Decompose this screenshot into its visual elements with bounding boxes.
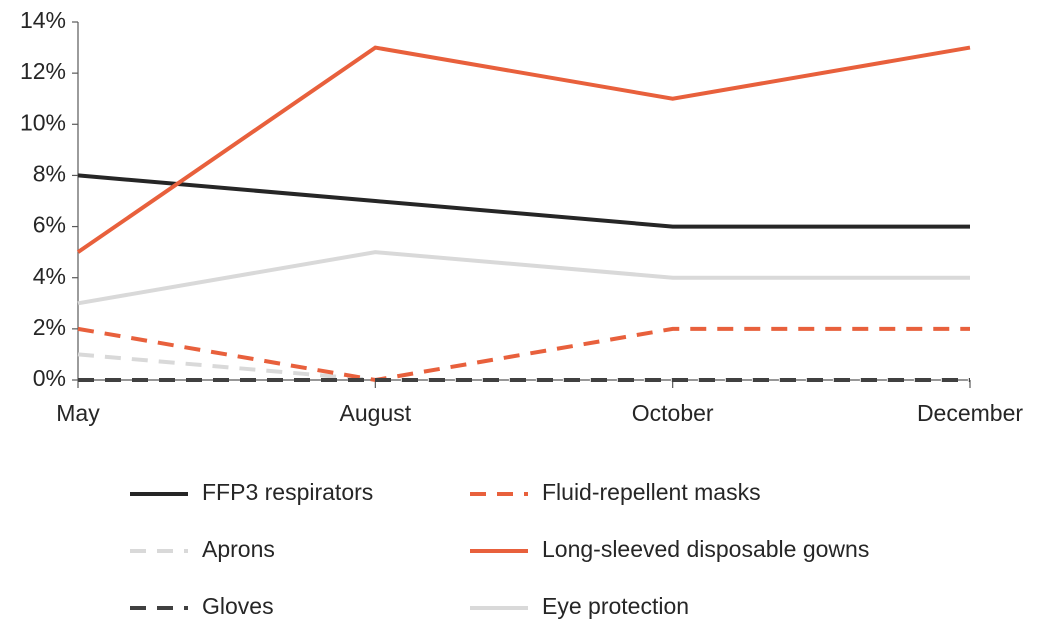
legend-label: Aprons [202, 536, 275, 562]
legend-label: Fluid-repellent masks [542, 479, 761, 505]
legend-label: Eye protection [542, 593, 689, 619]
y-tick-label: 0% [33, 365, 66, 391]
series-line [77, 173, 970, 229]
series-line [77, 326, 970, 383]
x-tick-label: October [632, 400, 714, 426]
y-tick-label: 6% [33, 212, 66, 238]
series-line [76, 45, 971, 254]
legend-label: Long-sleeved disposable gowns [542, 536, 869, 562]
x-tick-label: May [56, 400, 100, 426]
legend-label: Gloves [202, 593, 274, 619]
x-tick-label: December [917, 400, 1023, 426]
y-tick-label: 10% [20, 109, 66, 135]
series-line [77, 250, 970, 306]
y-tick-label: 12% [20, 58, 66, 84]
y-tick-label: 14% [20, 7, 66, 33]
y-tick-label: 4% [33, 263, 66, 289]
series-line [77, 352, 970, 382]
legend-label: FFP3 respirators [202, 479, 373, 505]
y-tick-label: 2% [33, 314, 66, 340]
x-tick-label: August [340, 400, 412, 426]
y-tick-label: 8% [33, 161, 66, 187]
